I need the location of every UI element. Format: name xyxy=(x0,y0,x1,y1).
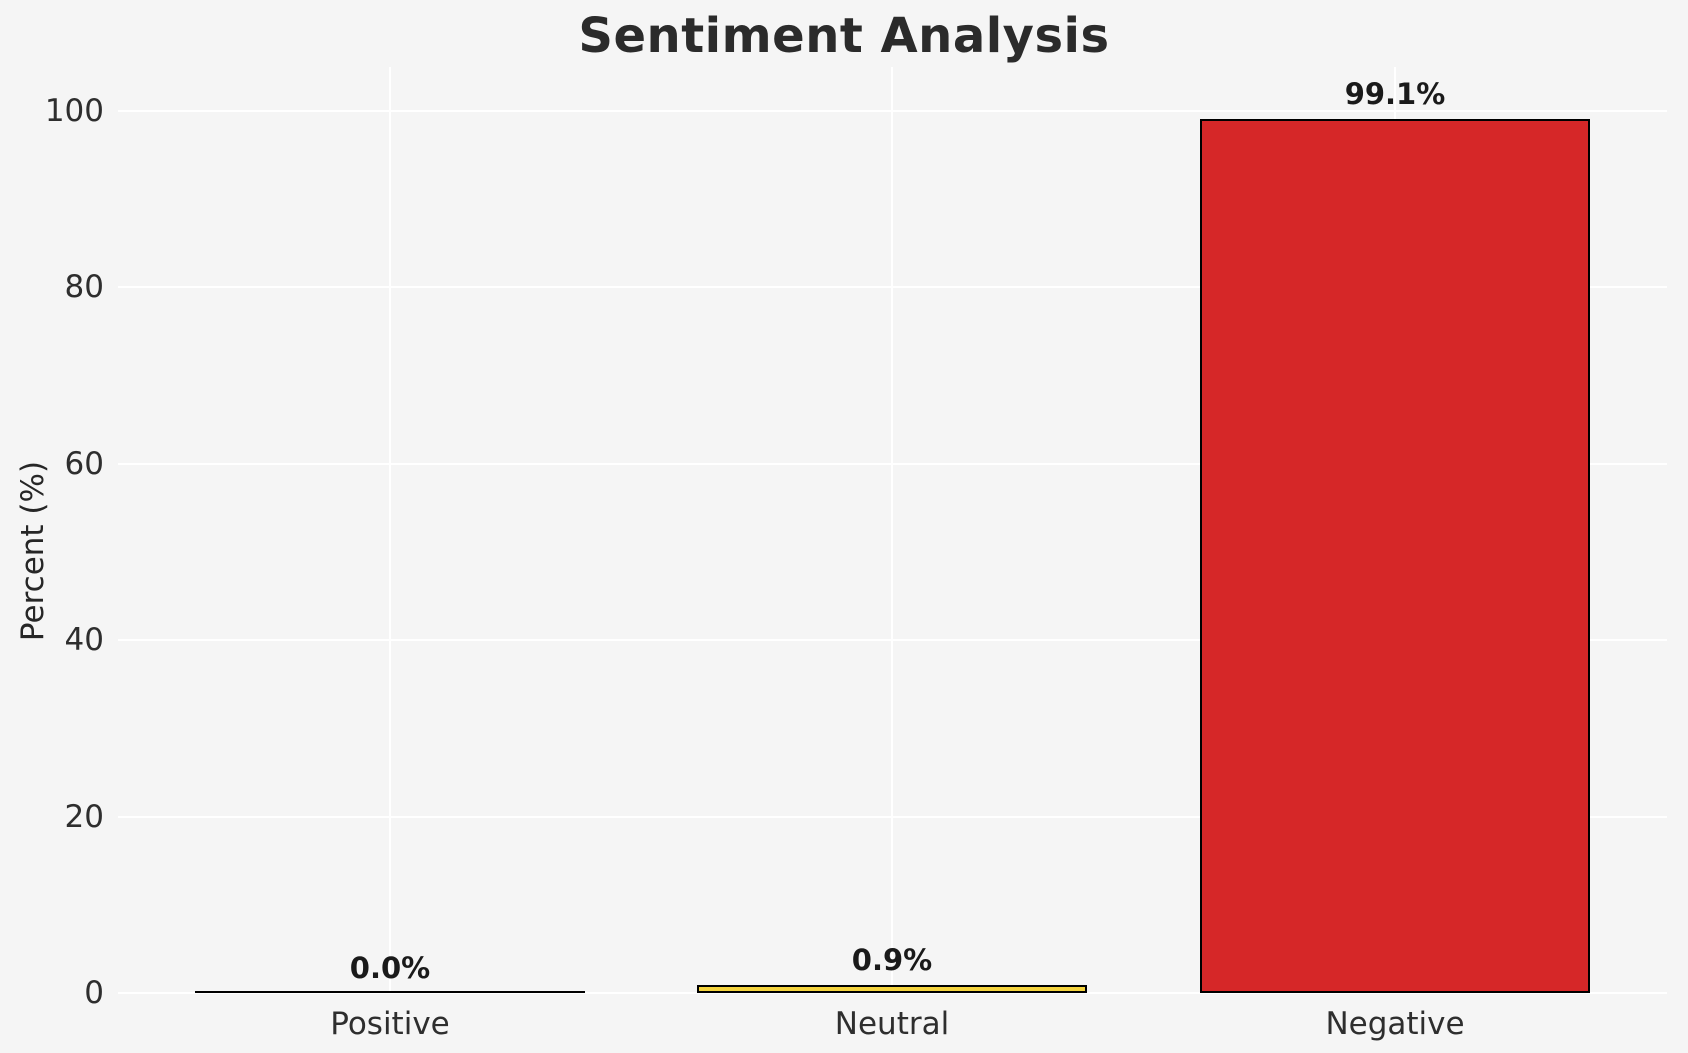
bar-value-label: 0.0% xyxy=(349,951,431,985)
bar-value-label: 0.9% xyxy=(851,943,933,977)
y-axis-label: Percent (%) xyxy=(15,460,51,642)
vertical-gridline xyxy=(891,67,893,994)
horizontal-gridline xyxy=(118,639,1667,642)
horizontal-gridline xyxy=(118,110,1667,112)
x-tick-label-negative: Negative xyxy=(1325,1006,1465,1042)
y-tick-label: 60 xyxy=(64,445,104,482)
y-tick-label: 40 xyxy=(64,622,104,659)
y-tick-label: 0 xyxy=(84,975,104,1011)
bar-value-label: 99.1% xyxy=(1344,77,1446,111)
x-tick-label-positive: Positive xyxy=(330,1006,450,1042)
x-tick-label-neutral: Neutral xyxy=(834,1006,950,1042)
y-tick-label: 100 xyxy=(44,93,104,129)
bar-neutral xyxy=(697,985,1087,993)
horizontal-gridline xyxy=(118,992,1667,994)
horizontal-gridline xyxy=(118,815,1667,818)
y-tick-label: 20 xyxy=(64,798,104,835)
bar-negative xyxy=(1200,119,1590,993)
chart-title: Sentiment Analysis xyxy=(578,8,1110,64)
y-tick-label: 80 xyxy=(64,269,104,306)
bar-positive xyxy=(195,991,585,993)
horizontal-gridline xyxy=(118,462,1667,465)
vertical-gridline xyxy=(389,67,391,994)
horizontal-gridline xyxy=(118,286,1667,289)
